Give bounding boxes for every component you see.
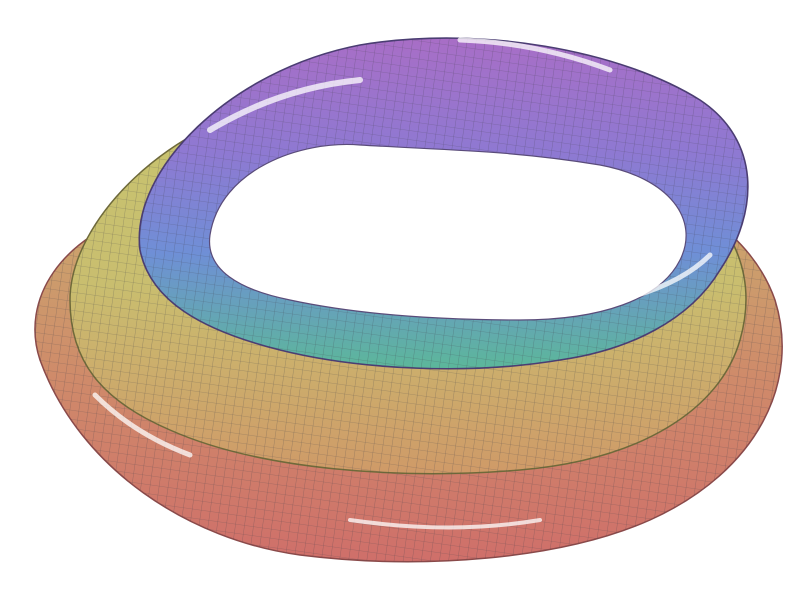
specular-highlights <box>92 37 713 530</box>
center-opening <box>208 143 687 321</box>
